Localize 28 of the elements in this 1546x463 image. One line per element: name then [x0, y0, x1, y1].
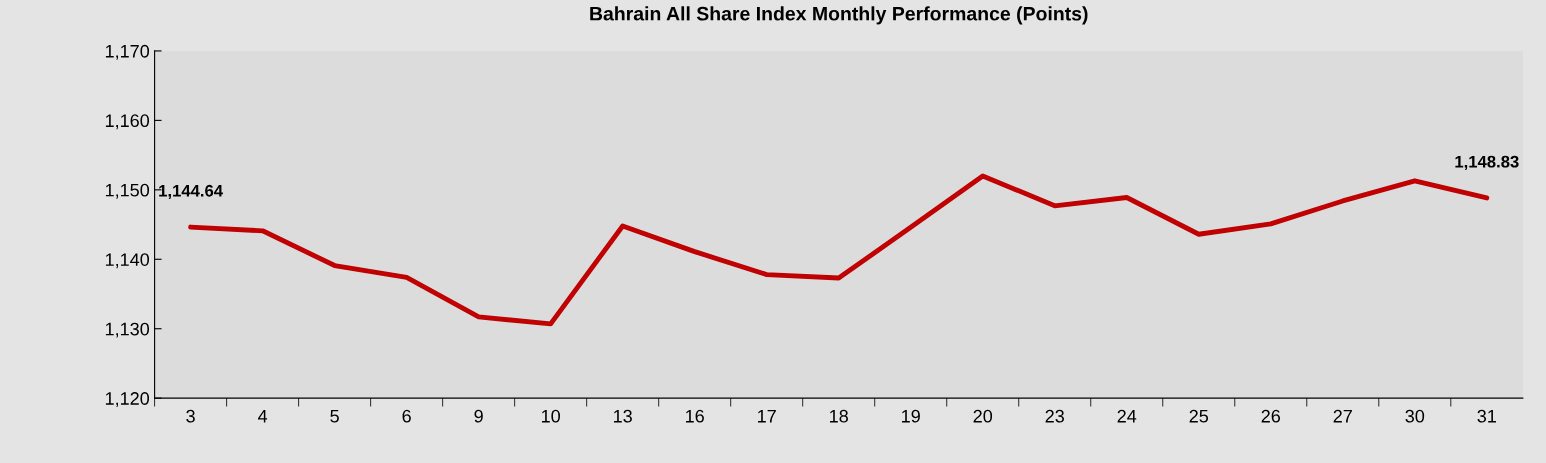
x-tick-label: 4 — [258, 409, 268, 423]
x-tick-label: 5 — [330, 409, 339, 423]
y-tick-label: 1,150 — [105, 183, 150, 199]
x-tick-label: 31 — [1477, 409, 1496, 423]
x-tick-label: 16 — [686, 409, 704, 423]
x-tick-label: 20 — [973, 409, 993, 423]
x-tick-label: 9 — [474, 409, 483, 423]
y-tick-label: 1,120 — [105, 392, 150, 408]
x-tick-label: 24 — [1117, 409, 1137, 423]
x-tick-label: 27 — [1333, 409, 1352, 423]
x-tick-label: 26 — [1261, 409, 1281, 423]
x-tick-label: 23 — [1045, 409, 1064, 423]
x-tick-label: 30 — [1405, 409, 1425, 423]
y-tick-label: 1,170 — [105, 44, 150, 60]
x-tick-label: 3 — [186, 409, 195, 423]
data-label: 1,144.64 — [159, 184, 223, 200]
y-tick-label: 1,160 — [105, 114, 150, 130]
x-tick-label: 13 — [614, 409, 632, 423]
data-label: 1,148.83 — [1455, 155, 1519, 170]
x-tick-label: 6 — [402, 409, 411, 423]
x-tick-label: 17 — [758, 409, 776, 423]
y-tick-label: 1,140 — [105, 253, 150, 269]
y-tick-label: 1,130 — [105, 322, 150, 338]
x-tick-label: 18 — [830, 409, 848, 423]
x-tick-label: 25 — [1189, 409, 1209, 423]
chart-title: Bahrain All Share Index Monthly Performance (Points) — [590, 6, 1088, 25]
x-tick-label: 10 — [542, 409, 560, 423]
x-tick-label: 19 — [902, 409, 920, 423]
